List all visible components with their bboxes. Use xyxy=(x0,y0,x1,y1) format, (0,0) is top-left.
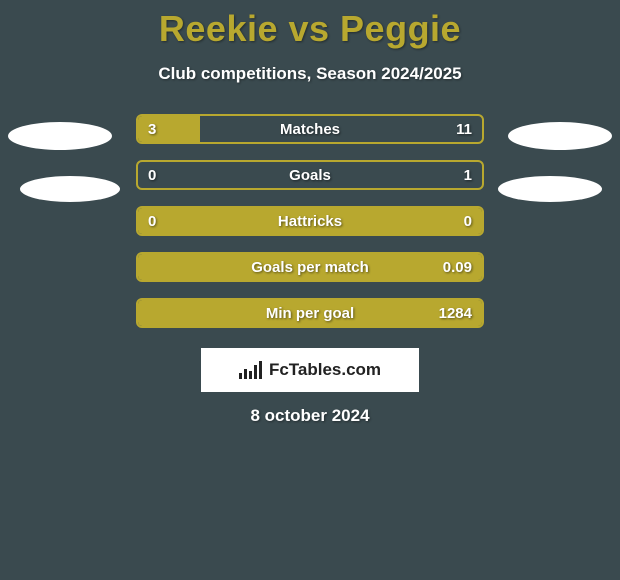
fctables-logo[interactable]: FcTables.com xyxy=(201,348,419,392)
stat-right-value: 1 xyxy=(464,167,472,184)
stat-bar: 3 Matches 11 xyxy=(136,114,484,144)
decorative-oval xyxy=(20,176,120,202)
stat-label: Goals per match xyxy=(251,259,369,276)
stat-right-value: 11 xyxy=(456,121,472,138)
stat-left-value: 3 xyxy=(148,121,156,138)
date-text: 8 october 2024 xyxy=(0,406,620,426)
subtitle: Club competitions, Season 2024/2025 xyxy=(0,64,620,84)
page-title: Reekie vs Peggie xyxy=(0,0,620,50)
bar-chart-icon xyxy=(239,361,262,379)
logo-text: FcTables.com xyxy=(269,360,381,380)
stat-row-goals-per-match: Goals per match 0.09 xyxy=(0,250,620,284)
stat-right-value: 1284 xyxy=(439,305,472,322)
stat-left-value: 0 xyxy=(148,213,156,230)
stat-bar: 0 Hattricks 0 xyxy=(136,206,484,236)
stat-label: Hattricks xyxy=(278,213,342,230)
stat-bar: 0 Goals 1 xyxy=(136,160,484,190)
stat-left-value: 0 xyxy=(148,167,156,184)
stat-right-value: 0.09 xyxy=(443,259,472,276)
stat-bar: Goals per match 0.09 xyxy=(136,252,484,282)
decorative-oval xyxy=(508,122,612,150)
decorative-oval xyxy=(8,122,112,150)
stat-row-min-per-goal: Min per goal 1284 xyxy=(0,296,620,330)
stat-right-value: 0 xyxy=(464,213,472,230)
decorative-oval xyxy=(498,176,602,202)
stat-label: Goals xyxy=(289,167,331,184)
stat-row-hattricks: 0 Hattricks 0 xyxy=(0,204,620,238)
stat-bar: Min per goal 1284 xyxy=(136,298,484,328)
stat-label: Min per goal xyxy=(266,305,354,322)
stat-label: Matches xyxy=(280,121,340,138)
